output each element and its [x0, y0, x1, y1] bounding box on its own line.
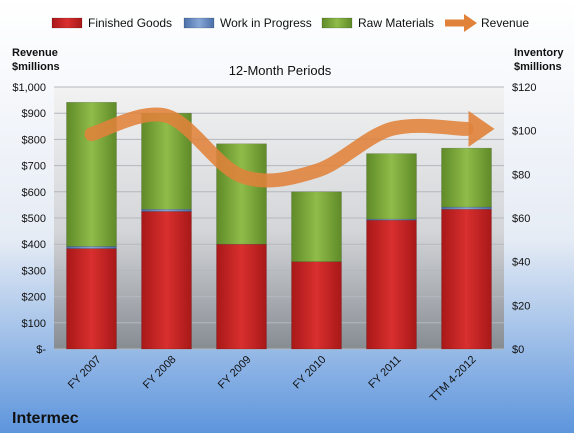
right-axis-ticks: $0 $20 $40 $60 $80 $100 $120	[512, 82, 536, 356]
bar-finished-goods	[216, 243, 267, 350]
bar-raw-materials	[291, 191, 342, 262]
legend-swatch	[183, 17, 215, 29]
legend-swatch	[51, 17, 83, 29]
right-tick-label: $40	[512, 257, 530, 269]
legend-label: Revenue	[481, 16, 529, 30]
left-tick-label: $700	[22, 161, 46, 173]
gridlines	[54, 86, 504, 350]
legend: Finished Goods Work in Progress Raw Materi…	[51, 14, 529, 32]
right-axis-label-line2: $millions	[514, 61, 562, 73]
bar-raw-materials	[441, 147, 492, 208]
legend-label: Finished Goods	[88, 16, 172, 30]
left-tick-label: $800	[22, 134, 46, 146]
right-tick-label: $100	[512, 126, 536, 138]
bar-finished-goods	[441, 209, 492, 350]
bars	[66, 102, 492, 350]
chart-title: 12-Month Periods	[229, 63, 332, 78]
right-tick-label: $60	[512, 213, 530, 225]
bar-finished-goods	[141, 211, 192, 350]
legend-label: Raw Materials	[358, 16, 434, 30]
bar-finished-goods	[291, 261, 342, 350]
bar-work-in-progress	[441, 206, 492, 210]
left-tick-label: $100	[22, 318, 46, 330]
left-tick-label: $600	[22, 187, 46, 199]
left-tick-label: $1,000	[12, 82, 46, 94]
left-tick-label: $200	[22, 292, 46, 304]
bar-work-in-progress	[66, 246, 117, 249]
revenue-line	[84, 107, 495, 188]
revenue-line-path	[84, 107, 474, 188]
left-tick-label: $500	[22, 213, 46, 225]
revenue-arrowhead	[468, 110, 495, 147]
left-tick-label: $-	[36, 344, 46, 356]
right-axis-label-line1: Inventory	[514, 47, 564, 59]
left-axis-ticks: $- $100 $200 $300 $400 $500 $600 $700 $800 $900 $1…	[12, 82, 46, 356]
bar-finished-goods	[366, 219, 417, 350]
left-axis-label-line2: $millions	[12, 61, 60, 73]
left-tick-label: $400	[22, 239, 46, 251]
company-name: Intermec	[12, 410, 79, 427]
left-tick-label: $300	[22, 265, 46, 277]
bar-finished-goods	[66, 248, 117, 350]
right-tick-label: $80	[512, 169, 530, 181]
right-tick-label: $20	[512, 300, 530, 312]
bar-work-in-progress	[141, 209, 192, 212]
right-tick-label: $120	[512, 82, 536, 94]
bar-raw-materials	[366, 153, 417, 220]
left-axis-label-line1: Revenue	[12, 47, 58, 59]
legend-swatch-arrow	[464, 14, 477, 32]
right-tick-label: $0	[512, 344, 524, 356]
legend-swatch	[321, 17, 353, 29]
legend-label: Work in Progress	[220, 16, 312, 30]
left-tick-label: $900	[22, 108, 46, 120]
